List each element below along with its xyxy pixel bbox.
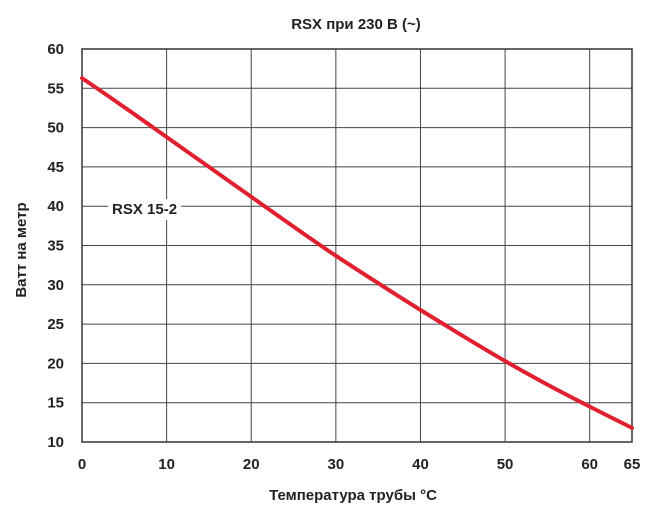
- y-tick-label: 60: [47, 41, 64, 58]
- plot-area-frame: [81, 48, 633, 443]
- y-tick-label: 30: [47, 277, 64, 294]
- x-tick-label: 60: [581, 456, 598, 473]
- y-tick-label: 55: [47, 80, 64, 97]
- plot-grid: [82, 49, 632, 442]
- y-tick-label: 40: [47, 198, 64, 215]
- x-axis-ticks: 0 10 20 30 40 50 60 65: [78, 456, 641, 473]
- y-tick-label: 15: [47, 395, 64, 412]
- x-tick-label: 40: [412, 456, 429, 473]
- y-tick-label: 25: [47, 316, 64, 333]
- series-line-rsx-15-2: [80, 76, 634, 430]
- x-tick-label: 10: [158, 456, 175, 473]
- y-axis-title: Ватт на метр: [13, 202, 30, 297]
- series-label-background: [108, 199, 182, 220]
- series-label-group: RSX 15-2: [108, 199, 182, 220]
- x-tick-label: 0: [78, 456, 86, 473]
- chart-title: RSX при 230 В (~): [291, 16, 421, 33]
- x-tick-label: 30: [328, 456, 345, 473]
- x-axis-title: Температура трубы °C: [269, 487, 437, 504]
- y-tick-label: 10: [47, 434, 64, 451]
- y-axis-ticks: 10 15 20 25 30 35 40 45 50 55 60: [47, 41, 64, 451]
- y-tick-label: 45: [47, 159, 64, 176]
- y-tick-label: 35: [47, 238, 64, 255]
- y-tick-label: 20: [47, 355, 64, 372]
- x-tick-label: 50: [497, 456, 514, 473]
- y-tick-label: 50: [47, 120, 64, 137]
- series-label: RSX 15-2: [112, 201, 177, 218]
- x-tick-label: 65: [624, 456, 641, 473]
- x-tick-label: 20: [243, 456, 260, 473]
